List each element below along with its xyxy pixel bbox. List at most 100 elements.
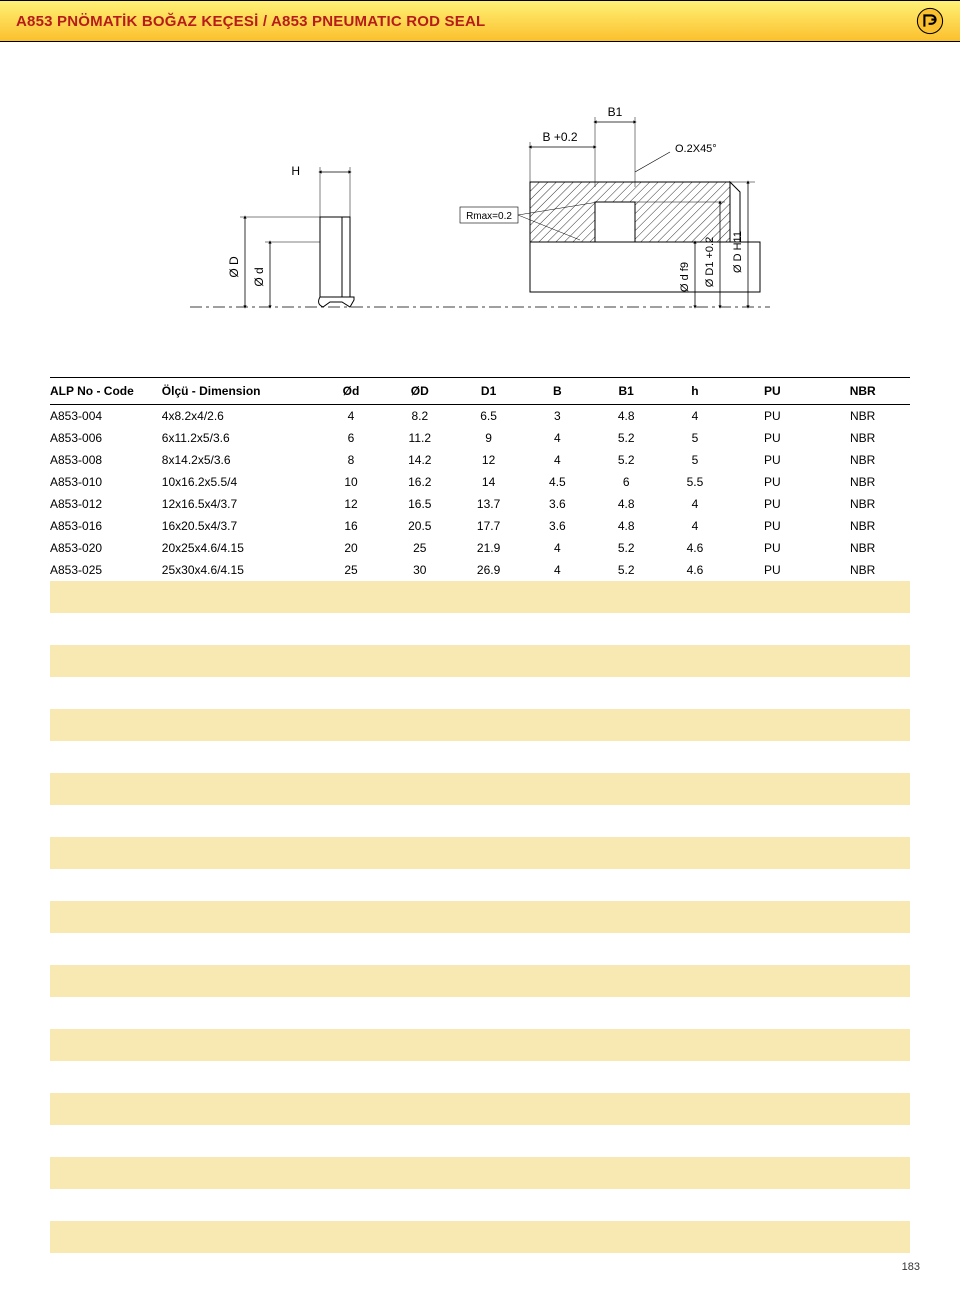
header-bar: A853 PNÖMATİK BOĞAZ KEÇESİ / A853 PNEUMA… xyxy=(0,0,960,42)
table-cell: 17.7 xyxy=(454,515,523,537)
table-cell: PU xyxy=(729,471,815,493)
table-cell: 5 xyxy=(661,427,730,449)
table-cell: NBR xyxy=(815,471,910,493)
table-cell: 5.2 xyxy=(592,559,661,581)
dim-label-b: B +0.2 xyxy=(542,130,577,144)
table-cell: 13.7 xyxy=(454,493,523,515)
table-row: A853-01010x16.2x5.5/41016.2144.565.5PUNB… xyxy=(50,471,910,493)
table-cell: 6 xyxy=(592,471,661,493)
table-empty-row xyxy=(50,965,910,997)
table-col-header: PU xyxy=(729,378,815,405)
dimension-table: ALP No - CodeÖlçü - DimensionØdØDD1BB1hP… xyxy=(50,377,910,1285)
table-empty-row xyxy=(50,1029,910,1061)
table-cell: 6x11.2x5/3.6 xyxy=(162,427,317,449)
table-cell: 4 xyxy=(523,537,592,559)
table-cell: 25 xyxy=(317,559,386,581)
table-col-header: Ölçü - Dimension xyxy=(162,378,317,405)
table-col-header: h xyxy=(661,378,730,405)
technical-diagram: B1 B +0.2 O.2X45° H Rmax=0.2 Ø D Ø d Ø d… xyxy=(0,42,960,377)
table-empty-row xyxy=(50,805,910,837)
table-cell: NBR xyxy=(815,515,910,537)
dim-label-od1: Ø D1 +0.2 xyxy=(704,237,716,287)
table-cell: 12 xyxy=(454,449,523,471)
table-cell: A853-004 xyxy=(50,405,162,428)
table-cell: 20x25x4.6/4.15 xyxy=(162,537,317,559)
table-empty-row xyxy=(50,741,910,773)
table-cell: 5 xyxy=(661,449,730,471)
table-col-header: B1 xyxy=(592,378,661,405)
table-row: A853-02525x30x4.6/4.15253026.945.24.6PUN… xyxy=(50,559,910,581)
table-cell: 3.6 xyxy=(523,515,592,537)
table-empty-row xyxy=(50,1221,910,1253)
table-empty-row xyxy=(50,869,910,901)
table-cell: 4.8 xyxy=(592,493,661,515)
table-cell: PU xyxy=(729,537,815,559)
table-cell: 5.2 xyxy=(592,537,661,559)
table-cell: A853-006 xyxy=(50,427,162,449)
table-cell: 4 xyxy=(317,405,386,428)
table-col-header: B xyxy=(523,378,592,405)
table-cell: 8x14.2x5/3.6 xyxy=(162,449,317,471)
table-cell: PU xyxy=(729,405,815,428)
table-cell: 4.6 xyxy=(661,537,730,559)
table-cell: 12 xyxy=(317,493,386,515)
table-cell: 12x16.5x4/3.7 xyxy=(162,493,317,515)
table-header-row: ALP No - CodeÖlçü - DimensionØdØDD1BB1hP… xyxy=(50,378,910,405)
table-cell: NBR xyxy=(815,559,910,581)
table-empty-row xyxy=(50,677,910,709)
table-cell: NBR xyxy=(815,537,910,559)
table-cell: PU xyxy=(729,449,815,471)
table-cell: 4 xyxy=(661,515,730,537)
dim-label-od-cap: Ø D xyxy=(227,256,241,278)
table-cell: PU xyxy=(729,515,815,537)
table-cell: 20 xyxy=(317,537,386,559)
table-empty-row xyxy=(50,1157,910,1189)
table-cell: 3.6 xyxy=(523,493,592,515)
table-cell: 4 xyxy=(523,427,592,449)
table-cell: 4.8 xyxy=(592,405,661,428)
table-empty-row xyxy=(50,997,910,1029)
table-cell: 21.9 xyxy=(454,537,523,559)
table-cell: 8.2 xyxy=(385,405,454,428)
dimension-table-wrap: ALP No - CodeÖlçü - DimensionØdØDD1BB1hP… xyxy=(0,377,960,1285)
table-cell: 5.2 xyxy=(592,449,661,471)
table-body: A853-0044x8.2x4/2.648.26.534.84PUNBRA853… xyxy=(50,405,910,582)
table-cell: 14 xyxy=(454,471,523,493)
table-empty-row xyxy=(50,901,910,933)
table-cell: A853-020 xyxy=(50,537,162,559)
table-cell: 4.6 xyxy=(661,559,730,581)
table-cell: 10 xyxy=(317,471,386,493)
table-cell: 6.5 xyxy=(454,405,523,428)
table-cell: 4x8.2x4/2.6 xyxy=(162,405,317,428)
table-cell: NBR xyxy=(815,449,910,471)
table-row: A853-0066x11.2x5/3.6611.2945.25PUNBR xyxy=(50,427,910,449)
table-empty-row xyxy=(50,1061,910,1093)
table-cell: 14.2 xyxy=(385,449,454,471)
table-cell: 4 xyxy=(661,405,730,428)
table-cell: PU xyxy=(729,493,815,515)
table-empty-row xyxy=(50,581,910,613)
brand-logo xyxy=(916,7,944,35)
table-cell: 11.2 xyxy=(385,427,454,449)
table-cell: 20.5 xyxy=(385,515,454,537)
table-cell: 3 xyxy=(523,405,592,428)
table-empty-rows xyxy=(50,581,910,1285)
table-cell: 4.5 xyxy=(523,471,592,493)
table-cell: 16.2 xyxy=(385,471,454,493)
table-cell: A853-010 xyxy=(50,471,162,493)
table-cell: 16.5 xyxy=(385,493,454,515)
table-cell: 16 xyxy=(317,515,386,537)
table-cell: PU xyxy=(729,559,815,581)
table-row: A853-01212x16.5x4/3.71216.513.73.64.84PU… xyxy=(50,493,910,515)
table-empty-row xyxy=(50,933,910,965)
table-cell: A853-012 xyxy=(50,493,162,515)
dim-label-odh11: Ø D H11 xyxy=(732,231,744,273)
dim-label-od-f9: Ø d f9 xyxy=(679,262,691,292)
table-cell: 4.8 xyxy=(592,515,661,537)
table-cell: A853-016 xyxy=(50,515,162,537)
table-cell: 4 xyxy=(523,449,592,471)
table-cell: NBR xyxy=(815,405,910,428)
table-empty-row xyxy=(50,645,910,677)
table-cell: 9 xyxy=(454,427,523,449)
dim-label-rmax: Rmax=0.2 xyxy=(466,211,512,222)
